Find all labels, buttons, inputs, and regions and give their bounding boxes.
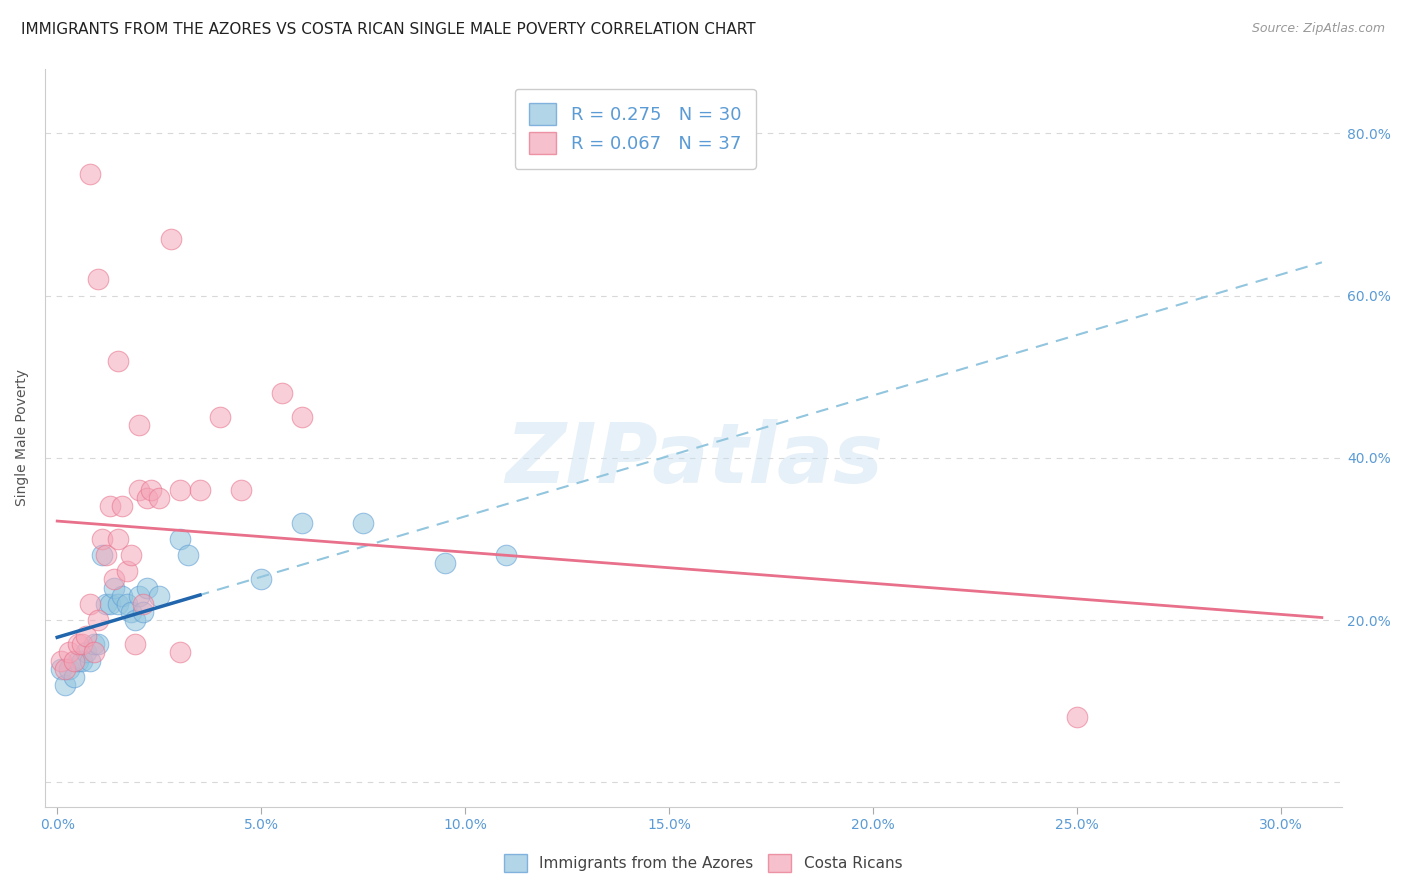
Point bbox=[177, 548, 200, 562]
Point bbox=[62, 670, 84, 684]
Point bbox=[124, 637, 146, 651]
Point bbox=[139, 483, 162, 498]
Point bbox=[136, 581, 159, 595]
Text: IMMIGRANTS FROM THE AZORES VS COSTA RICAN SINGLE MALE POVERTY CORRELATION CHART: IMMIGRANTS FROM THE AZORES VS COSTA RICA… bbox=[21, 22, 755, 37]
Point bbox=[87, 637, 110, 651]
Point bbox=[53, 662, 76, 676]
Point bbox=[136, 491, 159, 506]
Point bbox=[70, 654, 93, 668]
Point bbox=[91, 548, 114, 562]
Point bbox=[91, 532, 114, 546]
Point bbox=[79, 597, 101, 611]
Point bbox=[96, 548, 118, 562]
Point bbox=[132, 605, 155, 619]
Point bbox=[115, 565, 138, 579]
Point bbox=[51, 654, 73, 668]
Legend: Immigrants from the Azores, Costa Ricans: Immigrants from the Azores, Costa Ricans bbox=[496, 846, 910, 880]
Point bbox=[291, 516, 314, 530]
Point bbox=[96, 597, 118, 611]
Point bbox=[229, 483, 252, 498]
Point bbox=[98, 597, 121, 611]
Point bbox=[124, 613, 146, 627]
Text: ZIPatlas: ZIPatlas bbox=[505, 419, 883, 500]
Point bbox=[58, 662, 80, 676]
Point bbox=[75, 645, 97, 659]
Point bbox=[107, 353, 129, 368]
Point bbox=[70, 637, 93, 651]
Point bbox=[128, 418, 150, 433]
Point bbox=[107, 532, 129, 546]
Point bbox=[111, 589, 134, 603]
Point bbox=[103, 573, 125, 587]
Point bbox=[51, 662, 73, 676]
Point bbox=[87, 613, 110, 627]
Point bbox=[148, 589, 170, 603]
Point bbox=[250, 573, 273, 587]
Text: Source: ZipAtlas.com: Source: ZipAtlas.com bbox=[1251, 22, 1385, 36]
Legend: R = 0.275   N = 30, R = 0.067   N = 37: R = 0.275 N = 30, R = 0.067 N = 37 bbox=[515, 88, 755, 169]
Point bbox=[495, 548, 517, 562]
Point bbox=[128, 589, 150, 603]
Point bbox=[209, 410, 232, 425]
Point bbox=[66, 654, 89, 668]
Point bbox=[433, 556, 456, 570]
Point bbox=[128, 483, 150, 498]
Point bbox=[79, 167, 101, 181]
Point bbox=[66, 637, 89, 651]
Point bbox=[103, 581, 125, 595]
Point bbox=[169, 532, 191, 546]
Point bbox=[120, 605, 142, 619]
Point bbox=[1066, 710, 1088, 724]
Point bbox=[160, 232, 183, 246]
Point bbox=[58, 645, 80, 659]
Point bbox=[120, 548, 142, 562]
Point bbox=[188, 483, 211, 498]
Point bbox=[53, 678, 76, 692]
Point bbox=[98, 500, 121, 514]
Point bbox=[352, 516, 374, 530]
Point bbox=[115, 597, 138, 611]
Point bbox=[87, 272, 110, 286]
Point bbox=[111, 500, 134, 514]
Point bbox=[169, 483, 191, 498]
Point bbox=[75, 629, 97, 643]
Y-axis label: Single Male Poverty: Single Male Poverty bbox=[15, 369, 30, 506]
Point bbox=[169, 645, 191, 659]
Point bbox=[291, 410, 314, 425]
Point bbox=[132, 597, 155, 611]
Point bbox=[62, 654, 84, 668]
Point bbox=[107, 597, 129, 611]
Point bbox=[148, 491, 170, 506]
Point bbox=[83, 645, 105, 659]
Point bbox=[270, 386, 292, 401]
Point bbox=[79, 654, 101, 668]
Point bbox=[83, 637, 105, 651]
